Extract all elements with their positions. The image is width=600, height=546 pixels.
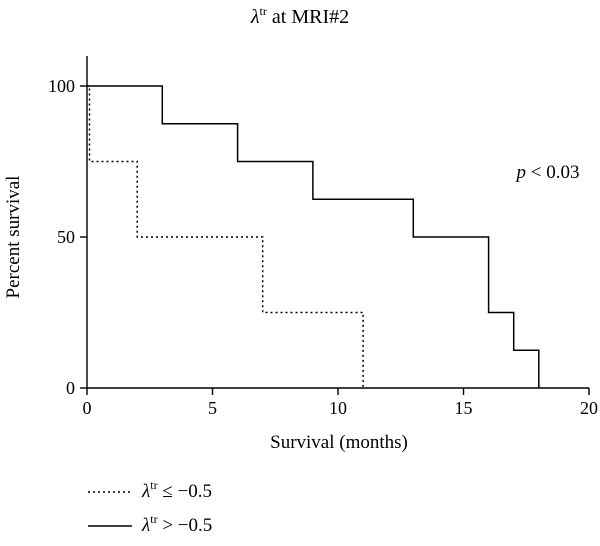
survival-curve-solid xyxy=(87,85,540,388)
legend-symbol-dotted: λ xyxy=(142,481,151,502)
legend-swatch-solid xyxy=(88,525,132,527)
axes: 0 5 10 15 20 0 50 100 xyxy=(48,56,598,418)
p-value-annotation: p < 0.03 xyxy=(515,162,580,183)
x-tick-label: 10 xyxy=(329,398,347,418)
y-tick-label: 50 xyxy=(57,227,75,247)
x-tick-label: 20 xyxy=(580,398,598,418)
x-axis-label: Survival (months) xyxy=(270,432,408,453)
legend-label-dotted: λtr ≤ −0.5 xyxy=(142,478,212,503)
series-layer xyxy=(87,85,540,388)
title-superscript: tr xyxy=(259,4,267,18)
chart-title: λtr at MRI#2 xyxy=(0,4,600,29)
x-tick-label: 15 xyxy=(455,398,473,418)
y-axis-label: Percent survival xyxy=(3,176,24,299)
x-tick-label: 5 xyxy=(208,398,217,418)
legend-label-solid: λtr > −0.5 xyxy=(142,512,212,537)
legend-sup-solid: tr xyxy=(150,512,158,526)
survival-curve-dotted xyxy=(87,85,364,388)
legend-symbol-solid: λ xyxy=(142,515,151,536)
title-text: at MRI#2 xyxy=(266,6,350,28)
legend-sup-dotted: tr xyxy=(150,478,158,492)
y-tick-label: 100 xyxy=(48,76,75,96)
legend-swatch-dotted xyxy=(88,491,132,493)
legend-text-dotted: ≤ −0.5 xyxy=(157,481,212,502)
legend-text-solid: > −0.5 xyxy=(157,515,213,536)
x-tick-label: 0 xyxy=(83,398,92,418)
title-symbol: λ xyxy=(250,6,260,28)
y-tick-label: 0 xyxy=(66,378,75,398)
p-value-prefix: p xyxy=(515,162,527,183)
p-value-text: < 0.03 xyxy=(526,162,579,183)
